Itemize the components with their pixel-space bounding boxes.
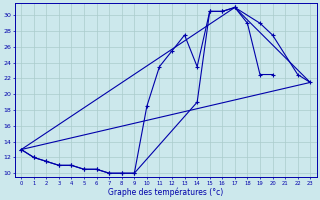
X-axis label: Graphe des températures (°c): Graphe des températures (°c): [108, 187, 223, 197]
